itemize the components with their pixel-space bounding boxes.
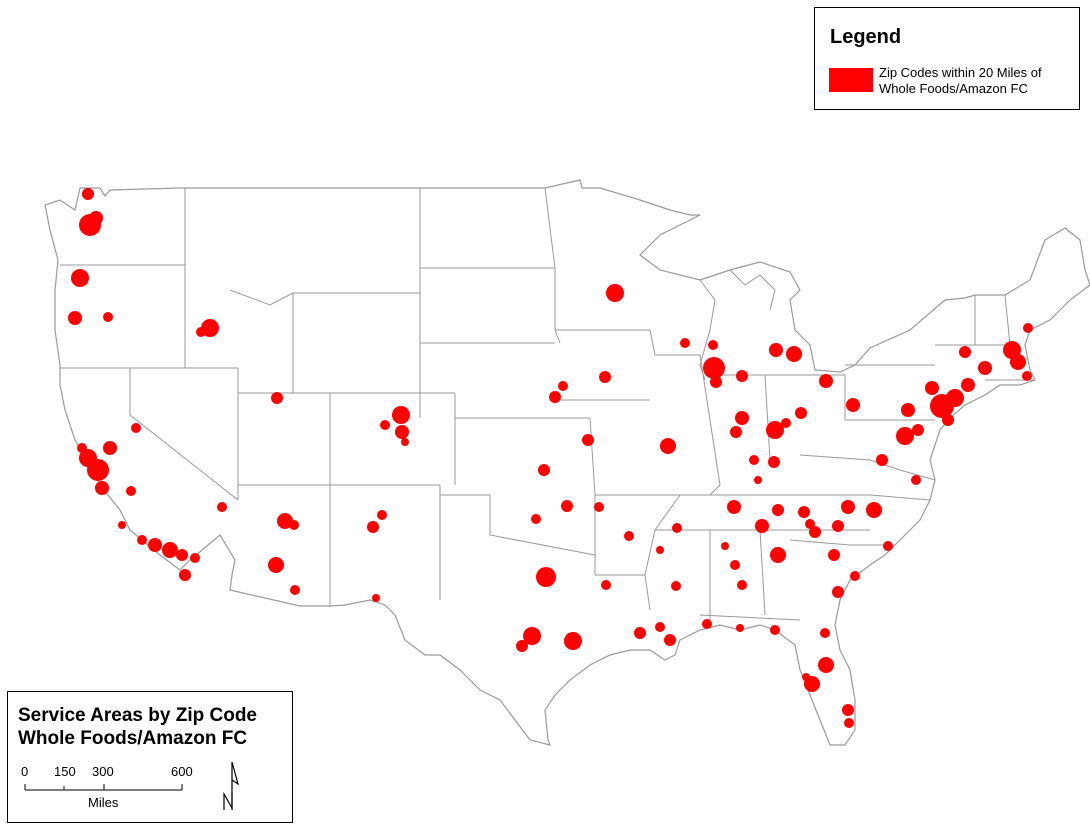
scale-unit: Miles [88, 795, 119, 810]
scale-tick-0: 0 [21, 764, 29, 779]
scale-bar [24, 761, 240, 811]
legend-title: Legend [830, 26, 902, 48]
legend-item-label: Zip Codes within 20 Miles of Whole Foods… [879, 65, 1069, 97]
map-title-line1: Service Areas by Zip Code [18, 705, 258, 726]
us-outline [44, 179, 1090, 746]
scale-tick-150: 150 [54, 764, 76, 779]
scale-tick-600: 600 [171, 764, 193, 779]
map-title-box: Service Areas by Zip Code Whole Foods/Am… [7, 691, 293, 823]
north-arrow-icon [223, 761, 240, 811]
legend-swatch [829, 68, 873, 92]
map-title-line2: Whole Foods/Amazon FC [18, 728, 248, 749]
legend-box: Legend Zip Codes within 20 Miles of Whol… [814, 7, 1080, 110]
legend-item-label-line1: Zip Codes within 20 Miles of [879, 65, 1042, 80]
scale-tick-300: 300 [92, 764, 114, 779]
legend-item-label-line2: Whole Foods/Amazon FC [879, 81, 1028, 96]
service-areas [68, 188, 1033, 728]
